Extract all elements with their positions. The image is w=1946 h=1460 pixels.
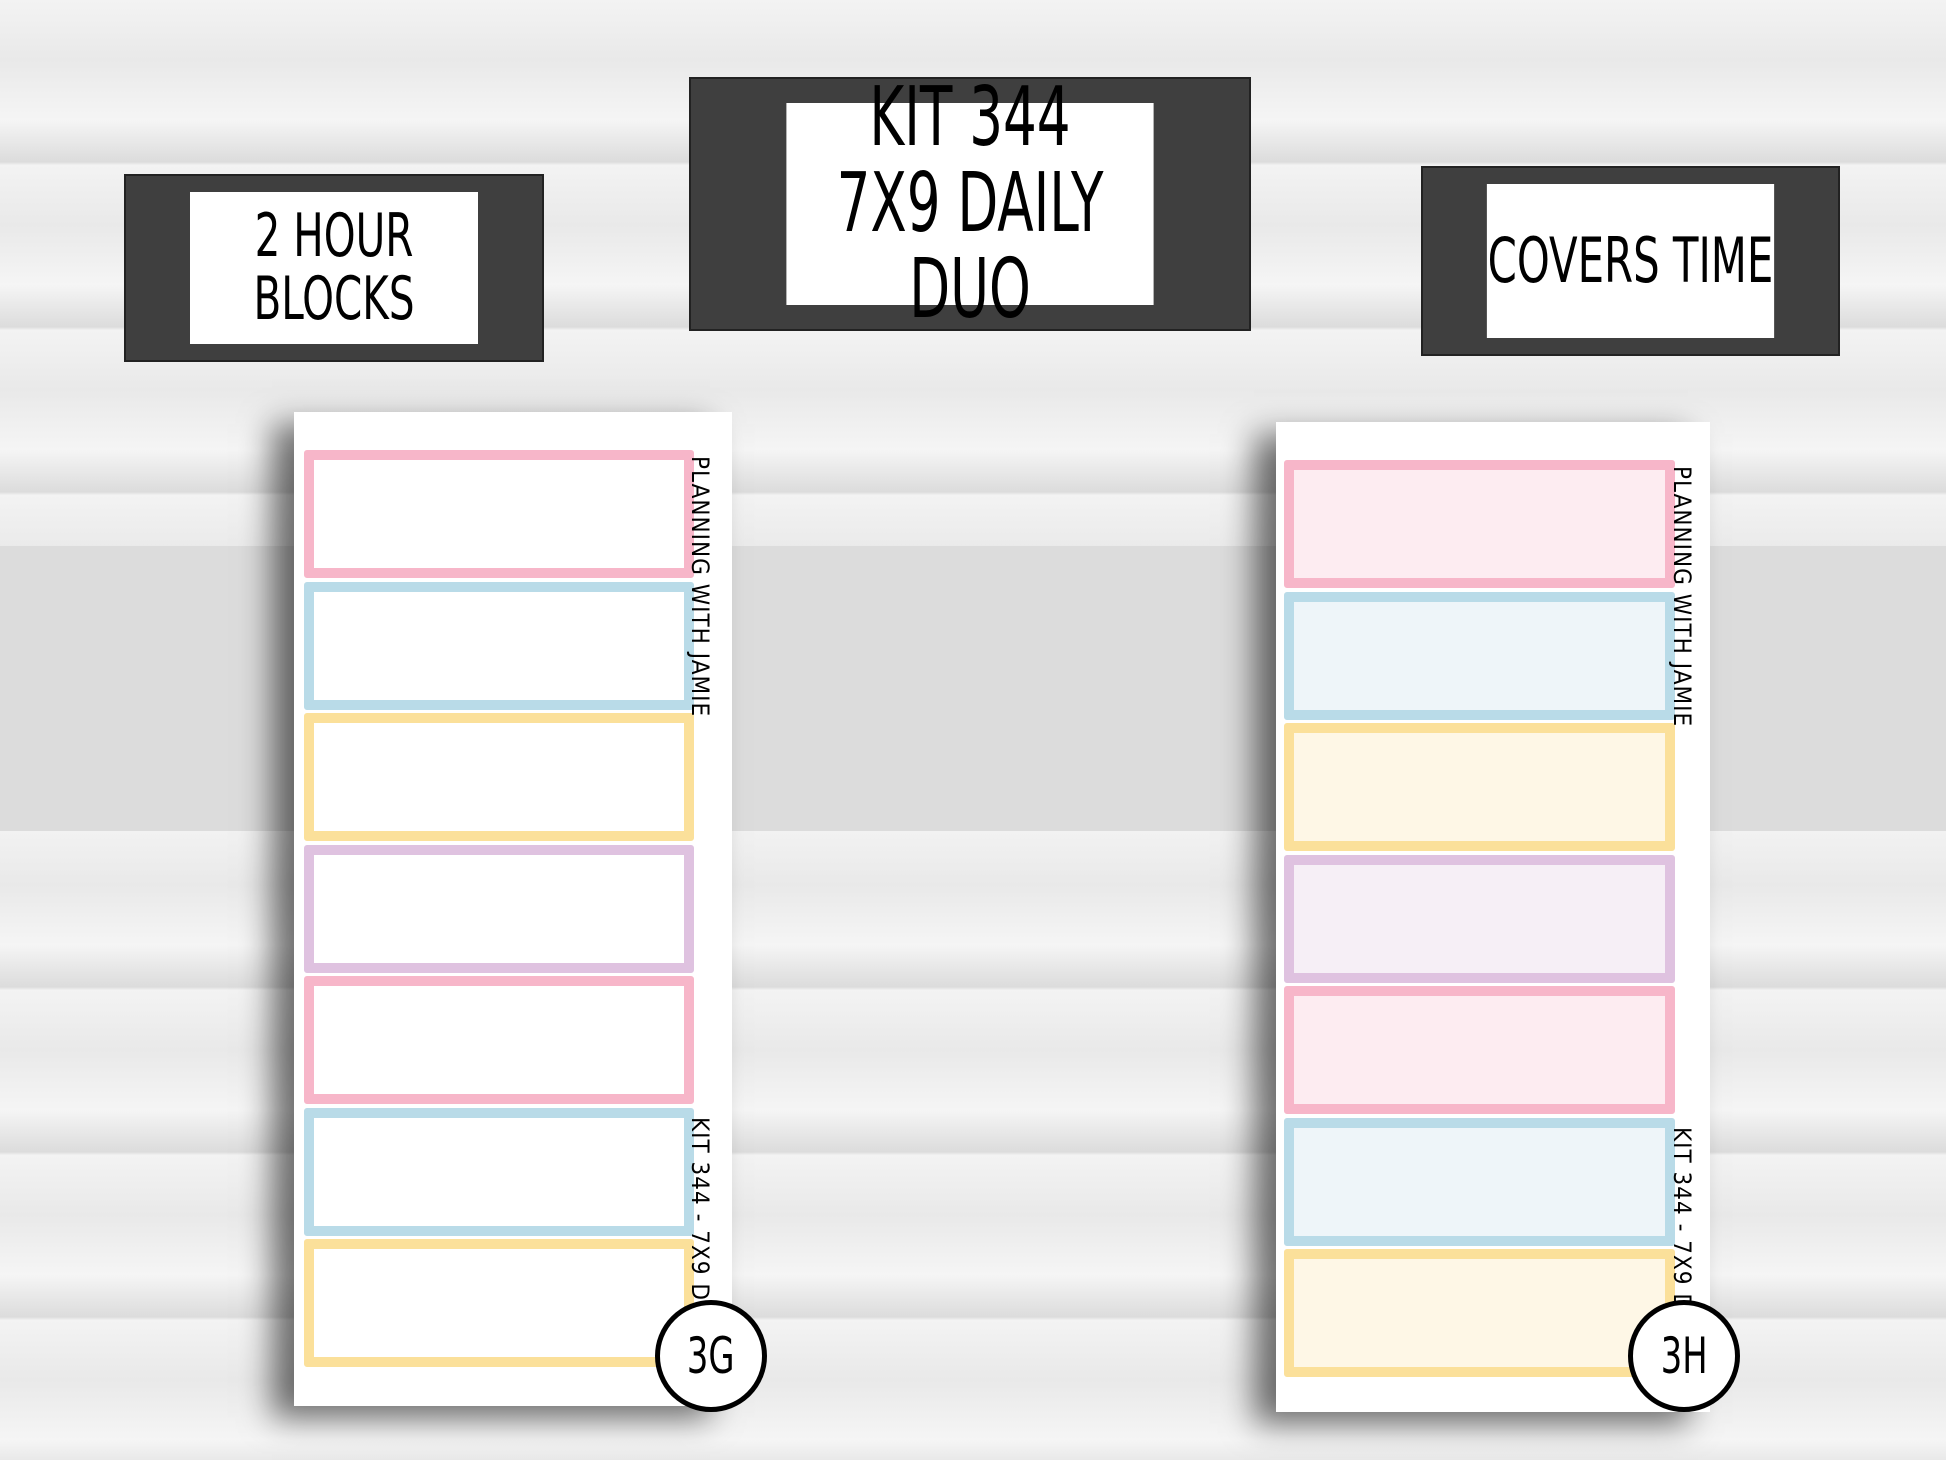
time-block-sticker bbox=[1284, 986, 1675, 1114]
label-line: COVERS TIME bbox=[1487, 224, 1774, 298]
time-block-sticker bbox=[304, 976, 694, 1104]
sheet-id-badge: 3H bbox=[1628, 1300, 1740, 1412]
label-2-hour-blocks: 2 HOUR BLOCKS bbox=[124, 174, 544, 362]
brand-text: PLANNING WITH JAMIE bbox=[1668, 466, 1696, 728]
time-block-sticker bbox=[1284, 1249, 1675, 1377]
time-block-sticker bbox=[304, 713, 694, 841]
kit-number: KIT 344 bbox=[869, 69, 1071, 165]
kit-name: 7X9 DAILY DUO bbox=[836, 155, 1104, 338]
sticker-sheet-3g: PLANNING WITH JAMIE KIT 344 - 7X9 DD 3G bbox=[294, 412, 767, 1412]
brand-text: PLANNING WITH JAMIE bbox=[686, 456, 714, 718]
sheet-id: 3G bbox=[687, 1327, 735, 1385]
time-block-sticker bbox=[304, 450, 694, 578]
kit-text: KIT 344 - 7X9 DD bbox=[1668, 1127, 1696, 1312]
time-block-sticker bbox=[304, 1107, 694, 1236]
kit-text: KIT 344 - 7X9 DD bbox=[686, 1117, 714, 1302]
sheet-id-badge: 3G bbox=[655, 1300, 767, 1412]
label-covers-time: COVERS TIME bbox=[1421, 166, 1840, 356]
time-block-sticker bbox=[304, 1239, 694, 1367]
time-block-sticker bbox=[1284, 1117, 1675, 1246]
time-block-sticker bbox=[1284, 723, 1675, 851]
time-block-sticker bbox=[304, 581, 694, 710]
label-line: BLOCKS bbox=[253, 264, 415, 334]
label-line: 2 HOUR bbox=[254, 201, 414, 271]
time-block-sticker bbox=[1284, 460, 1675, 588]
label-kit-title: KIT 344 7X9 DAILY DUO bbox=[689, 69, 1251, 338]
time-block-sticker bbox=[1284, 591, 1675, 720]
time-block-sticker bbox=[1284, 854, 1675, 983]
time-block-sticker bbox=[304, 844, 694, 973]
sticker-sheet-3h: PLANNING WITH JAMIE KIT 344 - 7X9 DD 3H bbox=[1276, 422, 1740, 1412]
sheet-id: 3H bbox=[1660, 1327, 1708, 1385]
